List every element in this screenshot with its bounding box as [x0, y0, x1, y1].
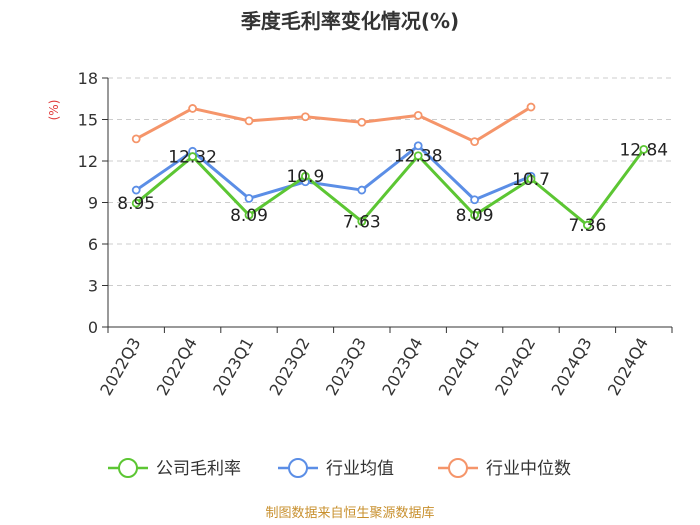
- y-tick-label: 6: [88, 235, 98, 254]
- data-point: [470, 210, 480, 220]
- data-label: 8.09: [456, 206, 494, 226]
- data-label: 7.63: [343, 212, 381, 232]
- x-tick-label: 2022Q3: [96, 334, 144, 398]
- data-point: [300, 112, 310, 122]
- y-tick-label: 0: [88, 318, 98, 337]
- data-point: [413, 141, 423, 151]
- data-label: 12.32: [168, 148, 217, 168]
- data-label: 12.38: [394, 147, 443, 167]
- y-tick-label: 18: [78, 69, 98, 88]
- data-point: [131, 185, 141, 195]
- data-point: [413, 151, 423, 161]
- data-point: [357, 217, 367, 226]
- legend-label: 行业均值: [326, 459, 394, 479]
- series-line: [135, 105, 532, 144]
- data-point: [244, 116, 254, 126]
- x-tick-label: 2022Q4: [153, 334, 201, 398]
- data-point: [188, 152, 198, 161]
- data-point: [470, 195, 480, 205]
- data-point: [639, 144, 649, 154]
- legend-swatch-marker: [118, 458, 138, 478]
- data-label: 12.84: [619, 140, 668, 160]
- data-point: [244, 193, 254, 203]
- series-points: [131, 102, 649, 230]
- y-axis-unit: (%): [47, 100, 61, 121]
- x-tick-label: 2024Q3: [548, 334, 596, 398]
- data-label: 8.09: [230, 206, 268, 226]
- data-point: [244, 210, 254, 220]
- y-tick-label: 12: [78, 152, 98, 171]
- data-point: [357, 117, 367, 127]
- data-point: [357, 185, 367, 195]
- axes: [102, 77, 673, 333]
- data-label: 10.9: [286, 167, 324, 187]
- data-label: 10.7: [512, 170, 550, 190]
- data-label: 8.95: [117, 194, 155, 214]
- data-point: [188, 104, 198, 113]
- chart-title: 季度毛利率变化情况(%): [240, 9, 459, 33]
- data-point: [300, 171, 310, 181]
- data-label: 7.36: [568, 216, 606, 236]
- data-labels: 8.95 12.32 8.09 10.9 7.63 12.38 8.09 10.7 7.36 12…: [117, 140, 668, 236]
- source-note: 制图数据来自恒生聚源数据库: [265, 505, 434, 521]
- y-tick-label: 15: [78, 111, 98, 130]
- x-tick-labels: 2022Q3 2022Q4 2023Q1 2023Q2 2023Q3 2023Q4 2024…: [96, 334, 652, 398]
- x-tick-label: 2023Q2: [266, 334, 314, 398]
- data-point: [413, 110, 423, 120]
- legend-label: 行业中位数: [486, 459, 571, 479]
- x-tick-label: 2023Q1: [209, 334, 257, 398]
- data-point: [131, 198, 141, 208]
- y-tick-label: 3: [88, 277, 98, 296]
- series-lines: [135, 105, 646, 227]
- data-point: [470, 137, 480, 147]
- series-line: [135, 144, 532, 202]
- y-tick-label: 9: [88, 194, 98, 213]
- legend-swatch-marker: [288, 458, 308, 478]
- x-tick-label: 2023Q3: [322, 334, 370, 398]
- x-tick-label: 2024Q1: [435, 334, 483, 398]
- data-point: [131, 134, 141, 144]
- series-line: [135, 148, 646, 227]
- legend-label: 公司毛利率: [156, 459, 241, 479]
- y-tick-labels: 0 3 6 9 12 15 18: [78, 69, 98, 337]
- x-tick-label: 2023Q4: [378, 334, 426, 398]
- data-point: [526, 102, 536, 112]
- x-tick-label: 2024Q4: [604, 334, 652, 398]
- data-point: [526, 174, 536, 184]
- data-point: [583, 220, 592, 230]
- legend: 公司毛利率 行业均值 行业中位数: [108, 458, 571, 479]
- x-tick-label: 2024Q2: [491, 334, 539, 398]
- legend-swatch-marker: [448, 458, 468, 478]
